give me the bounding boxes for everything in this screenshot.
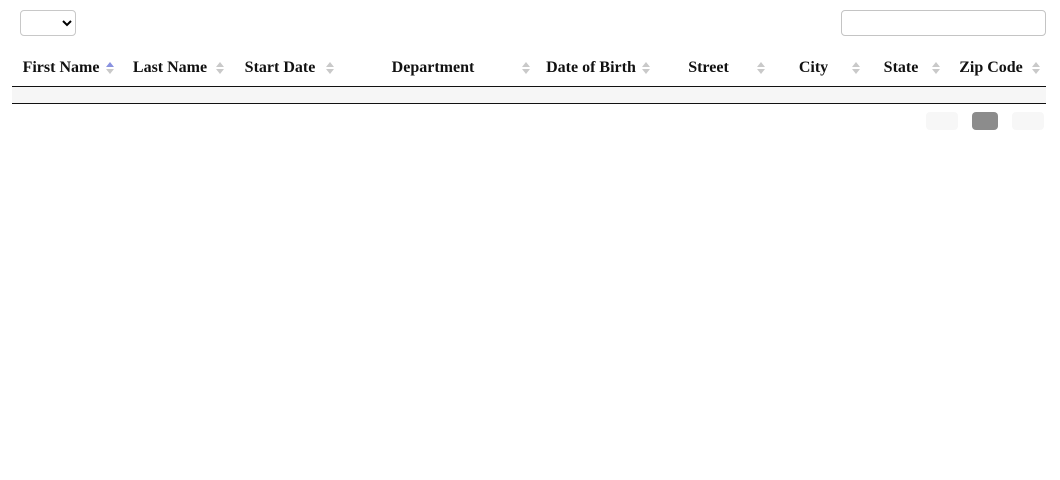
cell-start-date [230,86,340,104]
search-input[interactable] [841,10,1046,36]
sort-desc-arrow-icon [932,69,940,74]
sort-desc-arrow-icon [326,69,334,74]
sort-desc-arrow-icon [216,69,224,74]
cell-last-name [120,86,230,104]
sort-icon [1032,62,1040,74]
column-header[interactable]: Zip Code [946,50,1046,87]
cell-date-of-birth [536,86,656,104]
column-header-label: Start Date [244,59,316,76]
sort-asc-arrow-icon [1032,62,1040,67]
column-header[interactable]: First Name [12,50,120,87]
column-header-label: Date of Birth [546,59,636,76]
sort-asc-arrow-icon [757,62,765,67]
sort-asc-arrow-icon [852,62,860,67]
sort-icon [522,62,530,74]
datatable-wrapper: First Name Last Name Start Date [0,0,1060,130]
sort-icon [932,62,940,74]
column-header[interactable]: Start Date [230,50,340,87]
table-row [12,86,1046,104]
cell-street [656,86,771,104]
sort-asc-arrow-icon [932,62,940,67]
column-header[interactable]: Last Name [120,50,230,87]
sort-icon [852,62,860,74]
column-header[interactable]: State [866,50,946,87]
sort-icon [642,62,650,74]
previous-page-button[interactable] [926,112,958,130]
table-body [12,86,1046,104]
sort-icon [326,62,334,74]
sort-asc-arrow-icon [216,62,224,67]
cell-state [866,86,946,104]
cell-department [340,86,536,104]
cell-first-name [12,86,120,104]
sort-asc-arrow-icon [326,62,334,67]
column-header[interactable]: Department [340,50,536,87]
cell-zip-code [946,86,1046,104]
column-header[interactable]: Street [656,50,771,87]
pagination [926,112,1044,130]
column-header-label: First Name [22,59,100,76]
column-header-label: Zip Code [959,59,1023,76]
sort-desc-arrow-icon [757,69,765,74]
sort-icon [106,62,114,74]
page-number-button[interactable] [972,112,998,130]
column-header-label: Last Name [132,59,208,76]
employee-table: First Name Last Name Start Date [12,50,1046,104]
next-page-button[interactable] [1012,112,1044,130]
table-controls-bar [12,10,1048,36]
sort-icon [757,62,765,74]
sort-desc-arrow-icon [1032,69,1040,74]
table-header-row: First Name Last Name Start Date [12,50,1046,87]
column-header[interactable]: Date of Birth [536,50,656,87]
sort-desc-arrow-icon [522,69,530,74]
column-header[interactable]: City [771,50,866,87]
sort-desc-arrow-icon [106,69,114,74]
sort-desc-arrow-icon [642,69,650,74]
search-control [835,10,1046,36]
column-header-label: Department [391,59,475,76]
column-header-label: Street [688,59,729,76]
table-footer-bar [12,112,1046,130]
column-header-label: City [798,59,829,76]
entries-length-control [14,10,82,36]
sort-asc-arrow-icon [106,62,114,67]
sort-desc-arrow-icon [852,69,860,74]
entries-select[interactable] [20,10,76,36]
sort-asc-arrow-icon [522,62,530,67]
table-header: First Name Last Name Start Date [12,50,1046,87]
cell-city [771,86,866,104]
sort-asc-arrow-icon [642,62,650,67]
sort-icon [216,62,224,74]
column-header-label: State [883,59,919,76]
